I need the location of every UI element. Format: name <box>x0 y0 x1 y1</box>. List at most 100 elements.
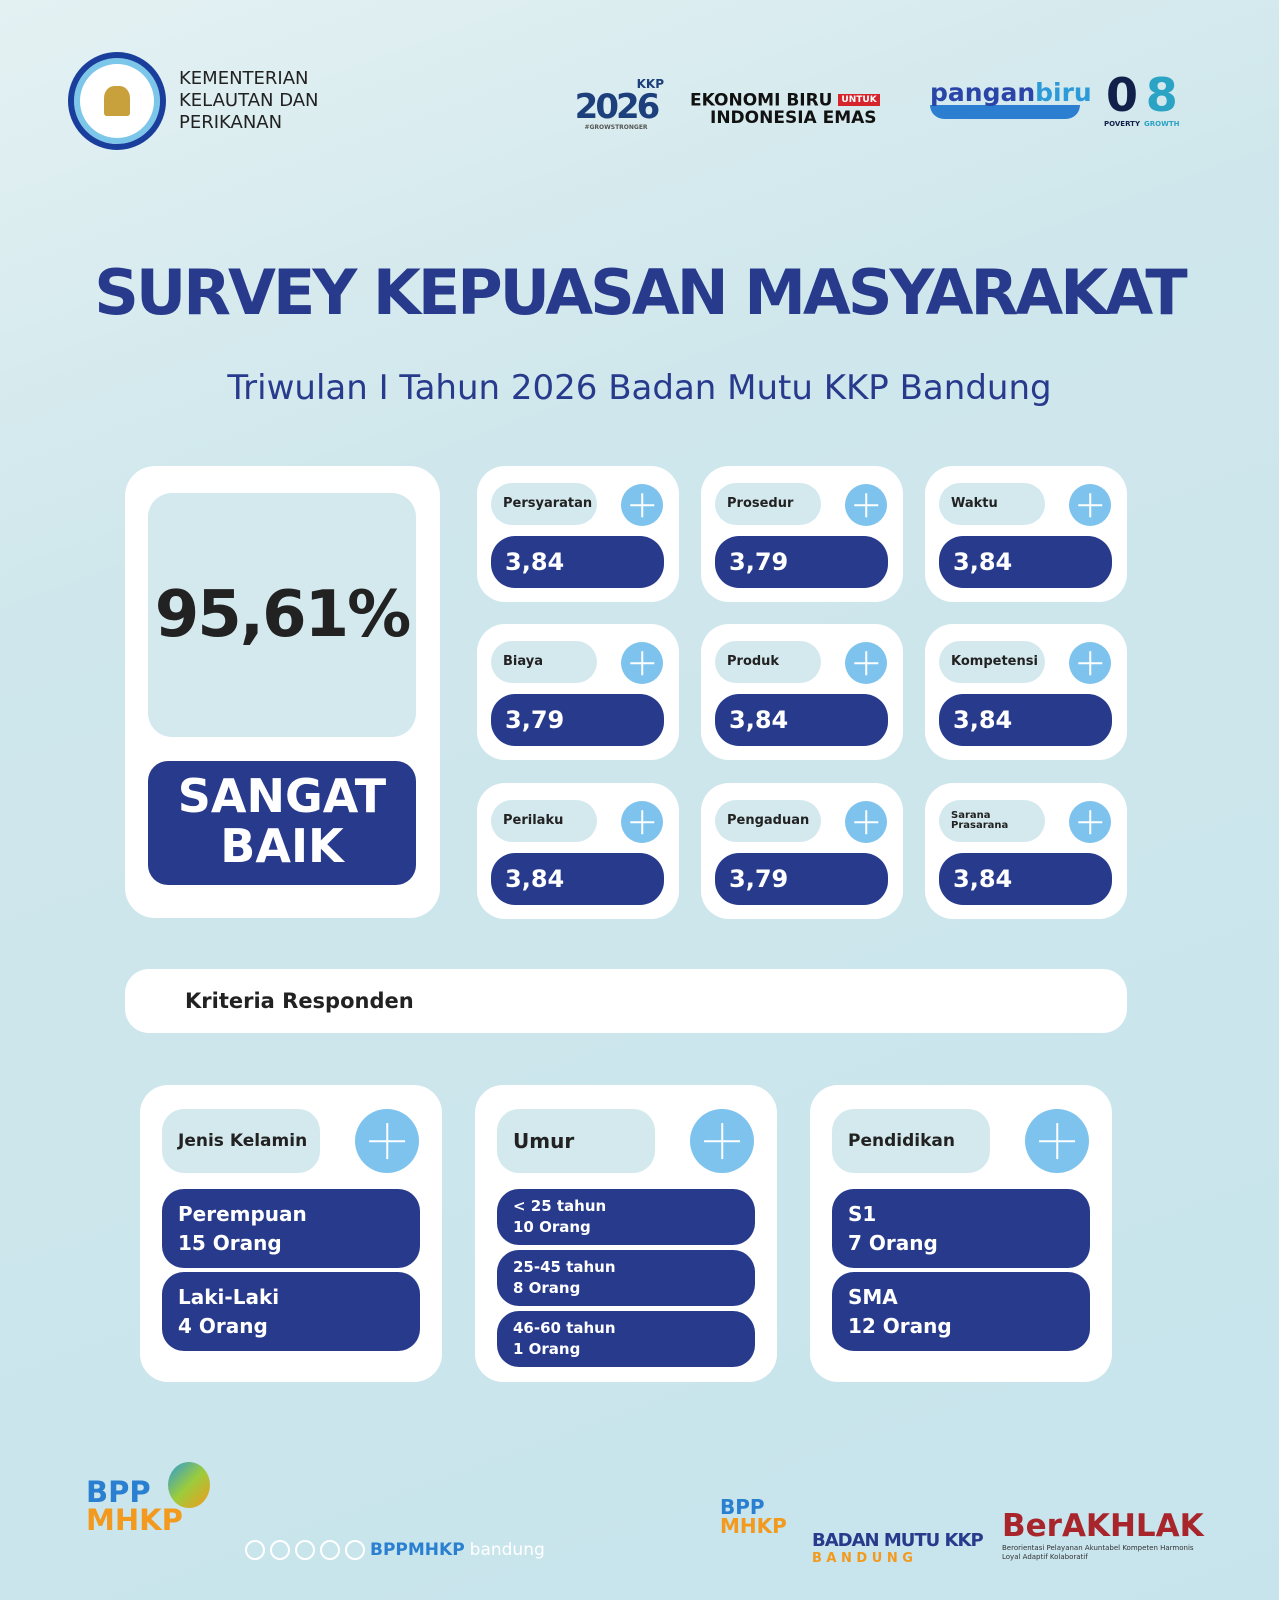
page-subtitle: Triwulan I Tahun 2026 Badan Mutu KKP Ban… <box>227 368 1052 408</box>
fish-icon <box>168 1462 210 1508</box>
respondent-label: Jenis Kelamin <box>162 1109 320 1173</box>
respondent-item: 25-45 tahun 8 Orang <box>497 1250 755 1306</box>
item-category: Perempuan <box>178 1201 307 1226</box>
kriteria-title: Kriteria Responden <box>185 989 414 1013</box>
respondent-label: Umur <box>497 1109 655 1173</box>
social-handle: BPPMHKP <box>370 1540 465 1560</box>
indicator-label: Perilaku <box>491 800 597 842</box>
rating-line: BAIK <box>220 819 344 873</box>
indicator-value: 3,84 <box>939 853 1112 905</box>
plus-icon <box>1069 801 1111 843</box>
indicator-label: Pengaduan <box>715 800 821 842</box>
item-category: 25-45 tahun <box>513 1258 616 1276</box>
respondent-item: 46-60 tahun 1 Orang <box>497 1311 755 1367</box>
plus-icon <box>355 1109 419 1173</box>
kriteria-header: Kriteria Responden <box>125 969 1127 1033</box>
respondent-card: Jenis Kelamin Perempuan 15 Orang Laki-Laki… <box>140 1085 442 1382</box>
respondent-card: Umur < 25 tahun 10 Orang 25-45 tahun 8 Oran… <box>475 1085 777 1382</box>
kkp-text: KKP <box>636 77 664 91</box>
eight-text: 8 <box>1145 68 1178 122</box>
item-category: < 25 tahun <box>513 1197 607 1215</box>
zero-text: 0 <box>1106 68 1139 122</box>
indicator-card: Waktu 3,84 <box>925 466 1127 602</box>
tag-text: #GROWSTRONGER <box>584 124 648 131</box>
year-text: 2026 <box>574 87 661 127</box>
indicator-label: Produk <box>715 641 821 683</box>
respondent-label: Pendidikan <box>832 1109 990 1173</box>
plus-icon <box>845 642 887 684</box>
kkp-emblem <box>68 52 166 150</box>
ministry-line: PERIKANAN <box>179 112 283 133</box>
respondent-item: SMA 12 Orang <box>832 1272 1090 1351</box>
plus-icon <box>690 1109 754 1173</box>
respondent-item: S1 7 Orang <box>832 1189 1090 1268</box>
item-count: 7 Orang <box>848 1230 938 1255</box>
poverty-text: POVERTY <box>1104 120 1141 128</box>
respondent-card: Pendidikan S1 7 Orang SMA 12 Orang <box>810 1085 1112 1382</box>
item-count: 4 Orang <box>178 1313 268 1338</box>
score-card: 95,61% SANGAT BAIK <box>125 466 440 918</box>
indicator-value: 3,84 <box>939 694 1112 746</box>
respondent-item: < 25 tahun 10 Orang <box>497 1189 755 1245</box>
indicator-card: Sarana Prasarana 3,84 <box>925 783 1127 919</box>
indicator-card: Perilaku 3,84 <box>477 783 679 919</box>
mhkp-text: MHKP <box>86 1503 183 1537</box>
ekonomi-biru-logo: EKONOMI BIRU UNTUK INDONESIA EMAS <box>690 92 880 127</box>
indicator-label: Kompetensi <box>939 641 1045 683</box>
wave-shape <box>930 105 1080 119</box>
item-count: 12 Orang <box>848 1313 952 1338</box>
x-icon[interactable] <box>245 1540 265 1560</box>
plus-icon <box>1069 642 1111 684</box>
item-count: 8 Orang <box>513 1279 581 1297</box>
item-category: Laki-Laki <box>178 1284 280 1309</box>
bpp-mhkp-small-logo: BPP MHKP <box>720 1495 787 1538</box>
indicator-label: Sarana Prasarana <box>939 800 1045 842</box>
indicator-value: 3,79 <box>715 853 888 905</box>
zero-eight-logo: 0 POVERTY 8 GROWTH <box>1104 70 1179 128</box>
indicator-card: Produk 3,84 <box>701 624 903 760</box>
instagram-icon[interactable] <box>345 1540 365 1560</box>
kkp-2026-logo: KKP 2026 #GROWSTRONGER <box>568 78 664 131</box>
indicator-card: Kompetensi 3,84 <box>925 624 1127 760</box>
respondent-item: Perempuan 15 Orang <box>162 1189 420 1268</box>
plus-icon <box>621 801 663 843</box>
indicator-label: Prosedur <box>715 483 821 525</box>
bpp-text: BPP <box>720 1495 765 1519</box>
berakhlak-text: BerAKHLAK <box>1002 1508 1204 1544</box>
facebook-icon[interactable] <box>270 1540 290 1560</box>
indicator-value: 3,79 <box>715 536 888 588</box>
plus-icon <box>1069 484 1111 526</box>
item-category: S1 <box>848 1201 877 1226</box>
bpp-text: BPP <box>86 1475 151 1509</box>
badan-mutu-logo: BADAN MUTU KKP B A N D U N G <box>812 1530 984 1566</box>
biru-text: biru <box>1035 78 1092 107</box>
page-title: SURVEY KEPUASAN MASYARAKAT <box>94 256 1187 329</box>
eb-untuk: UNTUK <box>838 94 880 106</box>
indicator-label: Waktu <box>939 483 1045 525</box>
youtube-icon[interactable] <box>295 1540 315 1560</box>
badan-mutu-text: BADAN MUTU KKP <box>812 1530 984 1551</box>
pangan-text: pangan <box>930 78 1036 107</box>
social-city: bandung <box>469 1540 545 1560</box>
tiktok-icon[interactable] <box>320 1540 340 1560</box>
indicator-value: 3,79 <box>491 694 664 746</box>
mhkp-text: MHKP <box>720 1514 787 1538</box>
berakhlak-logo: BerAKHLAK Berorientasi Pelayanan Akuntab… <box>1002 1508 1204 1562</box>
eb-line1: EKONOMI BIRU <box>690 90 833 111</box>
item-category: SMA <box>848 1284 898 1309</box>
ministry-name: KEMENTERIAN KELAUTAN DAN PERIKANAN <box>179 68 319 134</box>
social-bar: BPPMHKP bandung <box>245 1540 545 1560</box>
eb-line2: INDONESIA EMAS <box>710 107 877 128</box>
indicator-value: 3,84 <box>491 853 664 905</box>
ministry-line: KEMENTERIAN <box>179 68 309 89</box>
rating-badge: SANGAT BAIK <box>148 761 416 885</box>
plus-icon <box>845 801 887 843</box>
indicator-label: Persyaratan <box>491 483 597 525</box>
panganbiru-logo: panganbiru <box>930 78 1092 119</box>
item-count: 1 Orang <box>513 1340 581 1358</box>
berakhlak-sub: Berorientasi Pelayanan Akuntabel Kompete… <box>1002 1544 1194 1561</box>
growth-text: GROWTH <box>1144 120 1180 128</box>
indicator-value: 3,84 <box>491 536 664 588</box>
indicator-card: Biaya 3,79 <box>477 624 679 760</box>
indicator-value: 3,84 <box>715 694 888 746</box>
